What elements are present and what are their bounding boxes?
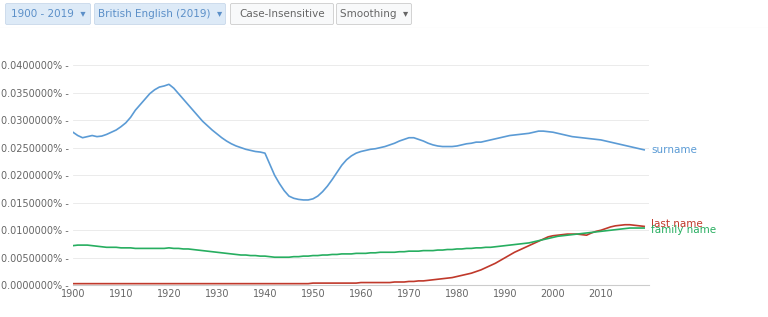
Text: Smoothing  ▾: Smoothing ▾ <box>340 9 408 19</box>
Text: British English (2019)  ▾: British English (2019) ▾ <box>98 9 222 19</box>
Text: Case-Insensitive: Case-Insensitive <box>239 9 325 19</box>
Text: surname: surname <box>651 145 697 155</box>
Text: family name: family name <box>651 225 717 235</box>
Text: 1900 - 2019  ▾: 1900 - 2019 ▾ <box>11 9 85 19</box>
Text: last name: last name <box>651 219 703 229</box>
FancyBboxPatch shape <box>336 3 412 24</box>
FancyBboxPatch shape <box>5 3 91 24</box>
FancyBboxPatch shape <box>230 3 333 24</box>
FancyBboxPatch shape <box>94 3 226 24</box>
